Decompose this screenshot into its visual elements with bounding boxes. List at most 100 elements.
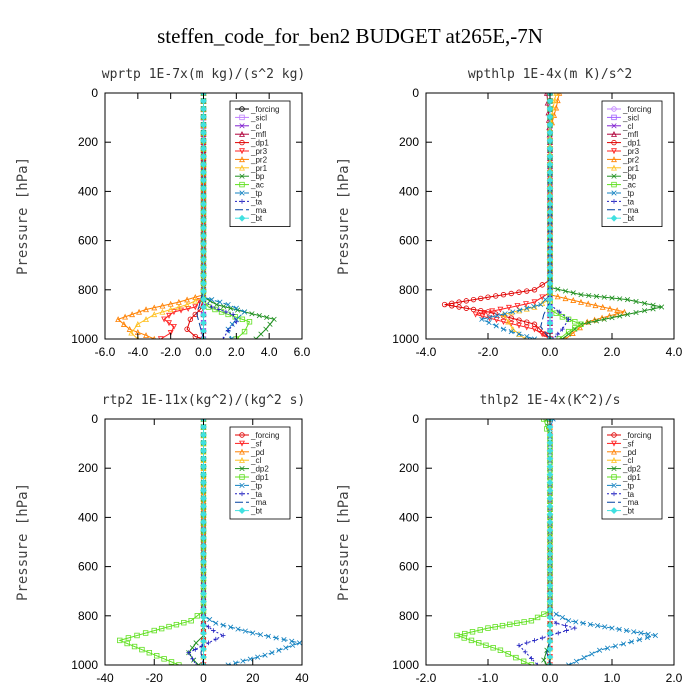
data-point [562,288,569,294]
data-point [124,640,130,647]
legend-marker [611,173,617,179]
legend-marker [239,131,245,137]
data-point [250,630,256,636]
data-point [546,526,554,534]
data-point [200,216,207,224]
data-point [559,614,565,621]
data-point [546,137,554,144]
data-point [546,494,554,502]
data-point [617,296,623,302]
data-point [200,534,207,542]
data-point [296,640,302,646]
legend-entry: _tp [622,189,635,198]
legend-entry: _bt [250,507,263,516]
data-point [167,300,174,307]
y-axis-label: Pressure [hPa] [15,483,31,601]
data-point [563,623,568,628]
legend-entry: _bp [250,172,265,181]
data-point [541,657,547,663]
data-point [158,625,165,632]
data-point [520,658,527,665]
legend-marker [611,139,617,146]
data-point [546,256,554,264]
data-point [478,295,484,302]
data-point [546,558,554,566]
data-point [641,308,648,314]
subplot-title: rtp2 1E-11x(kg^2)/(kg^2 s) [102,393,306,408]
data-point [554,293,561,300]
data-point [200,502,207,510]
data-point [200,105,207,113]
data-point [240,658,246,664]
data-point [636,637,643,643]
data-point [454,632,460,639]
data-point [184,301,191,308]
legend-marker [611,448,617,455]
legend-entry: _bp [622,172,637,181]
data-point [532,638,537,643]
data-point [486,320,492,326]
legend-marker [239,156,245,163]
data-point [492,624,498,630]
data-point [134,321,141,327]
series-group [115,93,277,339]
legend-entry: _pr3 [250,147,268,156]
data-point [559,314,566,320]
data-point [186,650,192,655]
x-tick-label: 0.0 [542,345,559,359]
data-point [289,638,295,644]
x-tick-label: 4.0 [666,345,683,359]
data-point [513,654,519,661]
data-point [546,288,554,295]
data-point [188,618,194,624]
data-point [209,304,215,310]
data-point [211,628,216,633]
data-point [200,224,207,232]
data-point [213,620,219,626]
data-point [200,121,207,129]
data-point [638,630,644,636]
subplot-title: wpthlp 1E-4x(m K)/s^2 [468,67,632,82]
data-point [546,129,554,137]
legend-entry: _mfl [622,130,638,139]
data-point [514,303,521,309]
data-point [617,313,623,319]
data-point [176,662,182,665]
data-point [253,336,259,339]
data-point [142,630,149,636]
data-point [546,487,554,494]
data-point [255,654,261,660]
series-line-ma [196,93,204,339]
legend-marker [611,164,617,171]
data-point [594,623,601,629]
data-point [546,590,554,597]
legend-entry: _pr3 [622,147,640,156]
data-point [200,629,207,637]
data-point [546,637,554,645]
data-point [546,439,554,447]
legend-marker [239,440,245,447]
legend-entry: _cl [622,456,633,465]
data-point [589,651,595,657]
series-line-tp [480,93,551,339]
panel-thlp2: thlp2 1E-4x(K^2)/s Pressure [hPa] -2.0 -1.0… [336,393,683,685]
data-point [139,646,145,653]
data-point [220,336,226,339]
data-point [493,323,499,329]
data-point [586,292,592,299]
data-point [554,97,561,104]
data-point [441,301,448,308]
data-point [200,272,207,279]
x-tick-label: 1.0 [604,671,621,685]
data-point [499,622,506,629]
data-point [538,301,544,308]
data-point [485,625,491,631]
y-tick-label: 0 [412,412,419,426]
data-point [546,621,554,629]
data-point [207,616,213,623]
y-tick-label: 200 [78,135,98,149]
legend-entry: _ma [622,498,639,507]
data-point [514,620,520,626]
data-point [276,647,282,653]
data-point [184,326,190,332]
